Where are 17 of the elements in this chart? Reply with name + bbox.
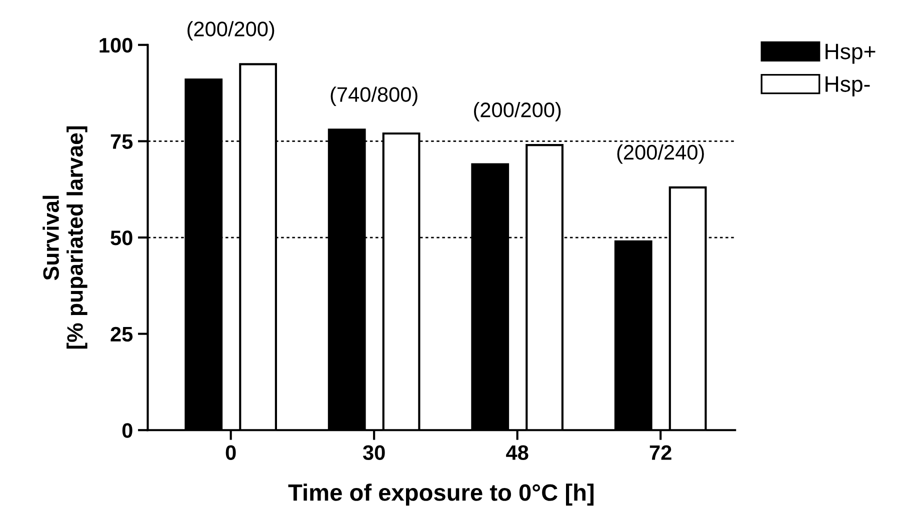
x-tick-label: 48 [506,445,528,460]
y-tick-label: 0 [122,423,132,438]
y-tick-label: 50 [110,230,132,246]
annotation: (200/240) [617,144,704,164]
legend-label: Hsp- [826,76,870,96]
x-tick-label: 0 [226,445,236,460]
y-tick-label: 25 [110,326,133,342]
legend-label: Hsp+ [826,44,876,64]
x-tick-label: 72 [650,445,672,460]
y-axis-title: Survival [% pupariated larvae] [42,126,88,349]
x-tick-label: 30 [362,445,385,460]
y-tick-label: 75 [110,134,133,149]
y-tick-label: 100 [100,38,132,53]
annotation: (200/200) [474,102,561,122]
annotation: (740/800) [330,86,418,106]
text: (200/200) [188,21,274,41]
x-axis-title: Time of exposure to 0°C [h] [288,484,594,506]
